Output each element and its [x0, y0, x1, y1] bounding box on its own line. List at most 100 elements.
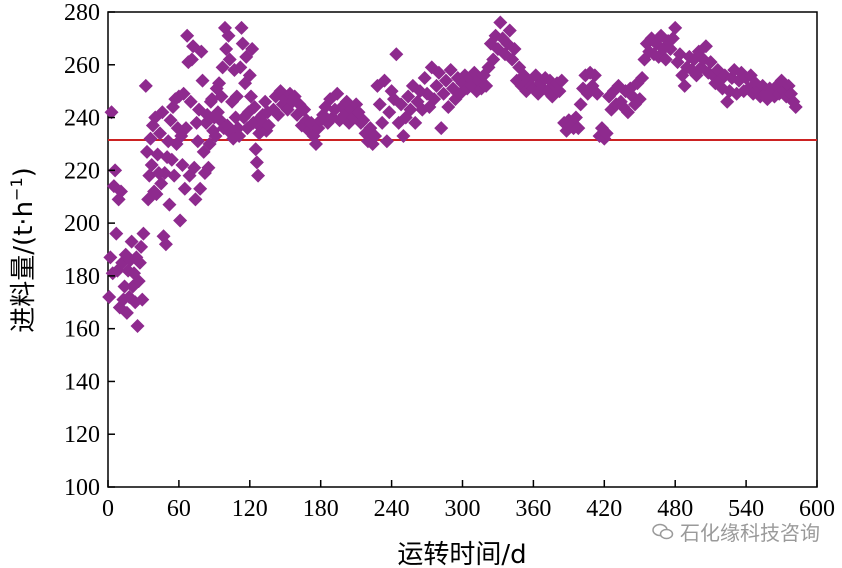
data-point — [788, 100, 803, 114]
data-point — [184, 52, 199, 67]
data-point — [441, 100, 456, 114]
data-point — [431, 65, 446, 80]
data-point — [178, 121, 193, 136]
data-point — [228, 110, 243, 125]
data-point — [208, 129, 223, 144]
y-tick-label: 200 — [64, 211, 100, 237]
data-point — [183, 94, 198, 109]
data-point — [158, 237, 173, 252]
data-point — [632, 92, 647, 107]
data-point — [677, 78, 692, 93]
data-point — [427, 92, 442, 107]
data-point — [190, 134, 205, 149]
data-point — [587, 68, 602, 83]
data-point — [243, 89, 258, 104]
wechat-icon — [652, 523, 674, 539]
x-tick-label: 480 — [657, 496, 693, 522]
data-point — [248, 142, 263, 157]
x-tick-label: 360 — [515, 496, 551, 522]
data-point — [401, 89, 416, 104]
data-point — [118, 247, 133, 262]
data-point — [144, 158, 159, 173]
data-point — [117, 279, 132, 294]
data-point — [130, 319, 145, 334]
data-point — [668, 20, 683, 35]
data-point — [436, 86, 451, 101]
x-tick-label: 0 — [102, 496, 114, 522]
data-point — [493, 15, 508, 30]
data-point — [102, 290, 117, 304]
data-point — [247, 100, 262, 114]
data-point — [163, 113, 178, 128]
data-point — [372, 97, 387, 112]
x-tick-label: 540 — [728, 496, 764, 522]
data-point — [149, 187, 164, 202]
x-tick-label: 420 — [586, 496, 622, 522]
y-tick-label: 140 — [64, 369, 100, 395]
data-point — [109, 226, 124, 241]
data-points-layer — [102, 15, 803, 334]
data-point — [215, 60, 230, 75]
data-point — [703, 55, 718, 70]
data-point — [189, 115, 204, 130]
data-point — [417, 70, 432, 85]
y-tick-label: 260 — [64, 53, 100, 79]
data-point — [132, 255, 147, 270]
data-point — [113, 184, 128, 199]
data-point — [599, 126, 614, 141]
data-point — [154, 176, 169, 191]
data-point — [251, 168, 266, 183]
data-point — [175, 158, 190, 173]
data-point — [434, 121, 449, 136]
y-tick-label: 220 — [64, 158, 100, 184]
data-point — [180, 28, 195, 43]
data-point — [155, 105, 170, 120]
data-point — [308, 136, 323, 151]
data-point — [188, 192, 203, 207]
data-point — [479, 78, 494, 93]
data-point — [229, 89, 244, 104]
data-point — [330, 86, 345, 101]
data-point — [429, 78, 444, 93]
data-point — [389, 47, 404, 62]
y-tick-label: 160 — [64, 317, 100, 343]
data-point — [394, 97, 409, 112]
data-point — [663, 41, 678, 56]
data-point — [187, 160, 202, 175]
y-tick-label: 280 — [64, 0, 100, 26]
data-point — [235, 36, 250, 51]
data-point — [507, 41, 522, 56]
data-point — [486, 52, 501, 67]
data-point — [249, 155, 264, 170]
data-point — [221, 28, 236, 43]
y-tick-label: 240 — [64, 106, 100, 132]
watermark-text: 石化缘科技咨询 — [680, 521, 820, 545]
data-point — [375, 115, 390, 130]
data-point — [658, 52, 673, 67]
data-point — [103, 250, 118, 265]
data-point — [297, 102, 312, 117]
data-point — [152, 126, 167, 141]
data-point — [136, 226, 151, 241]
data-point — [379, 134, 394, 149]
data-point — [201, 160, 216, 175]
data-point — [219, 41, 234, 56]
y-tick-label: 100 — [64, 475, 100, 501]
x-tick-label: 300 — [445, 496, 481, 522]
data-point — [271, 107, 286, 122]
data-point — [698, 39, 713, 54]
data-point — [212, 76, 227, 91]
data-point — [438, 73, 453, 88]
x-tick-label: 180 — [303, 496, 339, 522]
data-point — [568, 110, 583, 125]
data-point — [234, 20, 249, 35]
y-axis-title-superscript: −1 — [7, 177, 26, 201]
y-axis-title-close: ) — [9, 167, 39, 177]
x-axis-title: 运转时间/d — [397, 540, 526, 568]
x-tick-label: 60 — [167, 496, 191, 522]
data-point — [590, 86, 605, 101]
data-point — [261, 118, 276, 133]
data-point — [258, 94, 273, 109]
data-point — [573, 97, 588, 112]
